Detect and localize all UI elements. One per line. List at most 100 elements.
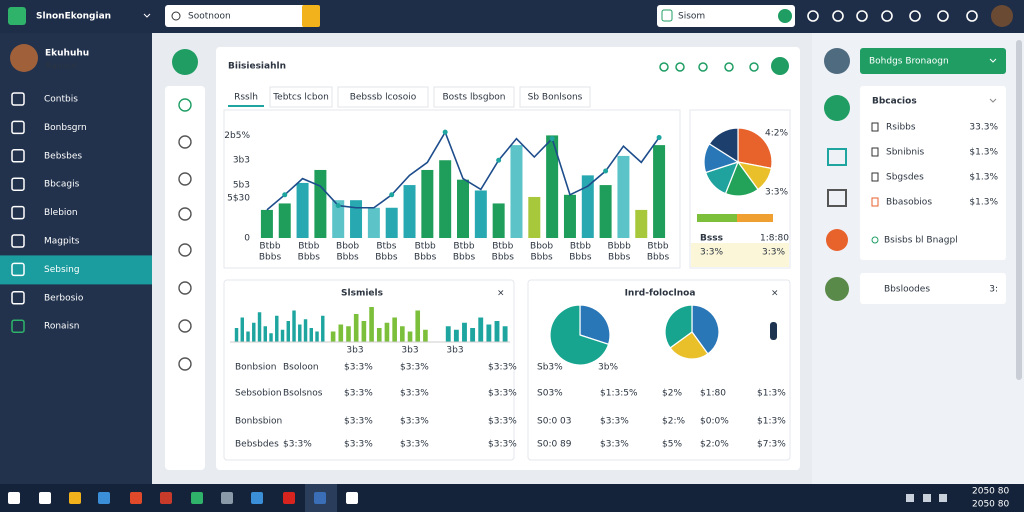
- tab[interactable]: [519, 86, 591, 108]
- stats-cell: Bonbsion: [235, 363, 277, 373]
- tool-icon[interactable]: [178, 135, 192, 149]
- tool-icon[interactable]: [178, 98, 192, 112]
- tool-icon[interactable]: [178, 357, 192, 371]
- trend-point: [549, 136, 555, 142]
- x-tick-sublabel: Bbbs: [530, 253, 553, 263]
- toolbar-icon[interactable]: [966, 10, 978, 22]
- pie-slice: [549, 304, 610, 366]
- info-cell: $7:3%: [757, 440, 786, 450]
- toolbar-icon[interactable]: [937, 10, 949, 22]
- mini-bar: [286, 321, 290, 342]
- scrollbar: [1016, 40, 1022, 380]
- tab[interactable]: [269, 86, 333, 108]
- info-title: Inrd-foloclnoa: [625, 289, 696, 299]
- menu-item: Blebion: [44, 208, 78, 218]
- tab-underline: [228, 105, 264, 107]
- menu-item: Bbcagis: [44, 180, 80, 190]
- x-tick-label: Btbb: [492, 242, 513, 252]
- top-avatar[interactable]: [991, 5, 1013, 27]
- taskbar-icon[interactable]: [39, 492, 51, 504]
- tab-label: Sb Bonlsons: [528, 93, 583, 103]
- taskbar-icon[interactable]: [283, 492, 295, 504]
- toolbar-icon[interactable]: [832, 10, 844, 22]
- card-action[interactable]: [771, 57, 789, 75]
- tool-icon[interactable]: [178, 319, 192, 333]
- toolbar-icon[interactable]: [881, 10, 893, 22]
- info-cell: $1:80: [700, 389, 726, 399]
- tool-icon[interactable]: [178, 243, 192, 257]
- x-tick-label: Bbob: [336, 242, 359, 252]
- search-icon-right: [661, 9, 673, 22]
- search-right-button[interactable]: [778, 9, 792, 23]
- toolbar-icon[interactable]: [909, 10, 921, 22]
- bar: [421, 169, 434, 238]
- tool-icon[interactable]: [178, 207, 192, 221]
- card-icon[interactable]: [749, 62, 759, 72]
- mini-bar: [407, 331, 413, 342]
- taskbar-icon[interactable]: [221, 492, 233, 504]
- search-box-right[interactable]: [657, 5, 795, 27]
- trend-point: [389, 192, 395, 198]
- panel-icon: [827, 148, 847, 166]
- stats-cell: Bebsbdes: [235, 440, 279, 450]
- toolbar-icon[interactable]: [856, 10, 868, 22]
- taskbar: [0, 484, 1024, 512]
- tray-icon: [906, 494, 914, 502]
- user-avatar: [10, 44, 38, 72]
- tray-icon: [923, 494, 931, 502]
- taskbar-icon[interactable]: [251, 492, 263, 504]
- add-button[interactable]: [172, 49, 198, 75]
- card-icon[interactable]: [675, 62, 685, 72]
- taskbar-icon[interactable]: [314, 492, 326, 504]
- tab[interactable]: [337, 86, 429, 108]
- mini-bar: [453, 329, 459, 342]
- taskbar-icon[interactable]: [8, 492, 20, 504]
- mini-bar: [423, 329, 428, 342]
- tab[interactable]: [228, 87, 264, 107]
- tool-icon[interactable]: [178, 172, 192, 186]
- primary-button[interactable]: [860, 48, 1006, 74]
- menu-icon: [11, 120, 25, 135]
- dropdown-icon[interactable]: [143, 13, 151, 18]
- progress-orange: [737, 214, 773, 222]
- list-item-value: $1.3%: [969, 173, 998, 183]
- list-item-label: Bbasobios: [886, 198, 932, 208]
- taskbar-icon[interactable]: [191, 492, 203, 504]
- taskbar-icon[interactable]: [346, 492, 358, 504]
- search-box[interactable]: [165, 5, 320, 27]
- card-icon[interactable]: [724, 62, 734, 72]
- stats-cell: $3:3%: [488, 417, 517, 427]
- taskbar-icon[interactable]: [160, 492, 172, 504]
- tool-icon[interactable]: [178, 281, 192, 295]
- taskbar-icon[interactable]: [98, 492, 110, 504]
- toolbar-icon[interactable]: [807, 10, 819, 22]
- tab[interactable]: [433, 86, 515, 108]
- info-cell: $0:0%: [700, 417, 729, 427]
- info-cell: S0:0 03: [537, 417, 572, 427]
- card-icon[interactable]: [698, 62, 708, 72]
- list-item-label: Rsibbs: [886, 123, 916, 133]
- list-footer: Bsisbs bl Bnagpl: [884, 236, 958, 246]
- taskbar-icon[interactable]: [130, 492, 142, 504]
- pie-slice: [691, 304, 720, 355]
- stats-cell: $3:3%: [344, 440, 373, 450]
- mini-axis-label: 3b3: [401, 346, 418, 356]
- mini-bar: [315, 331, 319, 342]
- stats-cell: $3:3%: [400, 389, 429, 399]
- x-tick-sublabel: Bbbs: [298, 253, 321, 263]
- x-tick-sublabel: Bbbs: [453, 253, 476, 263]
- logo: [8, 7, 26, 25]
- mini-bar: [330, 331, 336, 342]
- stats-cell: $3:3%: [344, 363, 373, 373]
- info-cell: $2:0%: [700, 440, 729, 450]
- card-icon[interactable]: [659, 62, 669, 72]
- stats-cell: $3:3%: [488, 440, 517, 450]
- x-tick-label: Bbbb: [608, 242, 632, 252]
- pie-row-value: 3:3%: [762, 248, 785, 258]
- trend-point: [603, 168, 609, 174]
- taskbar-icon[interactable]: [69, 492, 81, 504]
- bar: [653, 145, 666, 238]
- x-tick-label: Btbb: [415, 242, 436, 252]
- search-button[interactable]: [302, 5, 320, 27]
- toggle[interactable]: [770, 322, 777, 340]
